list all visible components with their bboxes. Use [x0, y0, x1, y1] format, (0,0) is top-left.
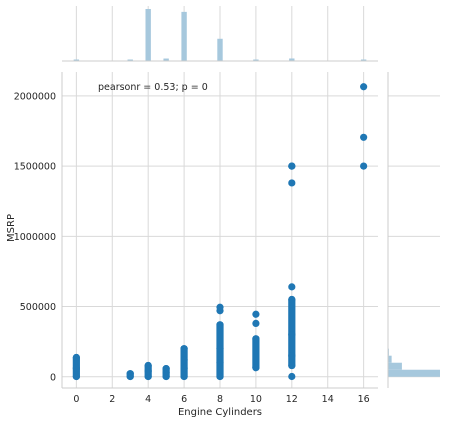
- marginal-x-bar: [73, 59, 80, 61]
- x-axis-label: Engine Cylinders: [178, 407, 262, 418]
- x-tick-label: 6: [181, 394, 187, 405]
- marginal-y-histogram: [388, 341, 440, 377]
- marginal-x-histogram: [73, 9, 367, 62]
- marginal-x-bar: [253, 59, 259, 61]
- y-tick-label: 500000: [20, 302, 56, 313]
- y-tick-label: 2000000: [14, 91, 56, 102]
- x-tick-label: 14: [322, 394, 334, 405]
- data-point: [288, 295, 296, 304]
- marginal-y-bar: [388, 362, 402, 370]
- x-tick-label: 16: [358, 394, 370, 405]
- scatter-points: [72, 83, 368, 381]
- axis-spines: [61, 60, 389, 389]
- marginal-x-bar: [127, 59, 133, 61]
- data-point: [216, 303, 224, 311]
- x-tick-label: 4: [145, 394, 151, 405]
- data-point: [180, 364, 188, 372]
- data-point: [288, 179, 296, 187]
- data-point: [144, 367, 152, 375]
- data-point: [252, 335, 260, 343]
- data-point: [216, 372, 224, 381]
- marginal-x-bar: [163, 58, 169, 61]
- data-point: [288, 331, 296, 339]
- y-tick-label: 0: [50, 372, 56, 383]
- data-point: [180, 345, 188, 353]
- data-point: [180, 356, 188, 364]
- y-axis-label: MSRP: [6, 214, 17, 242]
- data-point: [252, 364, 260, 372]
- tick-labels: 0 2 4 6 8 10 12 14 16 0 500000 1000000 1500000 200000…: [14, 91, 370, 405]
- data-point: [180, 372, 188, 381]
- grid-lines: [62, 6, 440, 388]
- data-point: [360, 133, 368, 141]
- data-point: [288, 352, 296, 360]
- data-point: [252, 319, 260, 327]
- x-tick-label: 10: [250, 394, 262, 405]
- data-point: [72, 364, 80, 372]
- marginal-x-bar: [217, 38, 223, 61]
- y-tick-label: 1000000: [14, 232, 56, 243]
- data-point: [288, 283, 296, 291]
- data-point: [126, 370, 134, 378]
- data-point: [216, 359, 224, 367]
- data-point: [288, 162, 296, 170]
- data-point: [72, 372, 80, 381]
- x-tick-label: 0: [73, 394, 79, 405]
- marginal-x-bar: [145, 9, 151, 61]
- data-point: [162, 365, 170, 373]
- data-point: [360, 162, 368, 170]
- data-point: [252, 310, 260, 318]
- data-point: [144, 372, 152, 381]
- data-point: [288, 372, 296, 381]
- marginal-x-bar: [181, 11, 187, 62]
- x-tick-label: 8: [217, 394, 223, 405]
- marginal-x-bar: [289, 58, 295, 61]
- y-tick-label: 1500000: [14, 162, 56, 173]
- point-stack: [252, 335, 260, 372]
- pearson-annotation: pearsonr = 0.53; p = 0: [98, 82, 208, 93]
- data-point: [288, 361, 296, 370]
- data-point: [216, 321, 224, 329]
- data-point: [216, 345, 224, 353]
- marginal-y-bar: [388, 355, 392, 363]
- data-point: [144, 361, 152, 370]
- x-tick-label: 2: [109, 394, 115, 405]
- marginal-x-bar: [360, 59, 367, 61]
- data-point: [72, 353, 80, 362]
- data-point: [360, 83, 368, 91]
- marginal-y-bar: [388, 369, 440, 377]
- x-tick-label: 12: [286, 394, 298, 405]
